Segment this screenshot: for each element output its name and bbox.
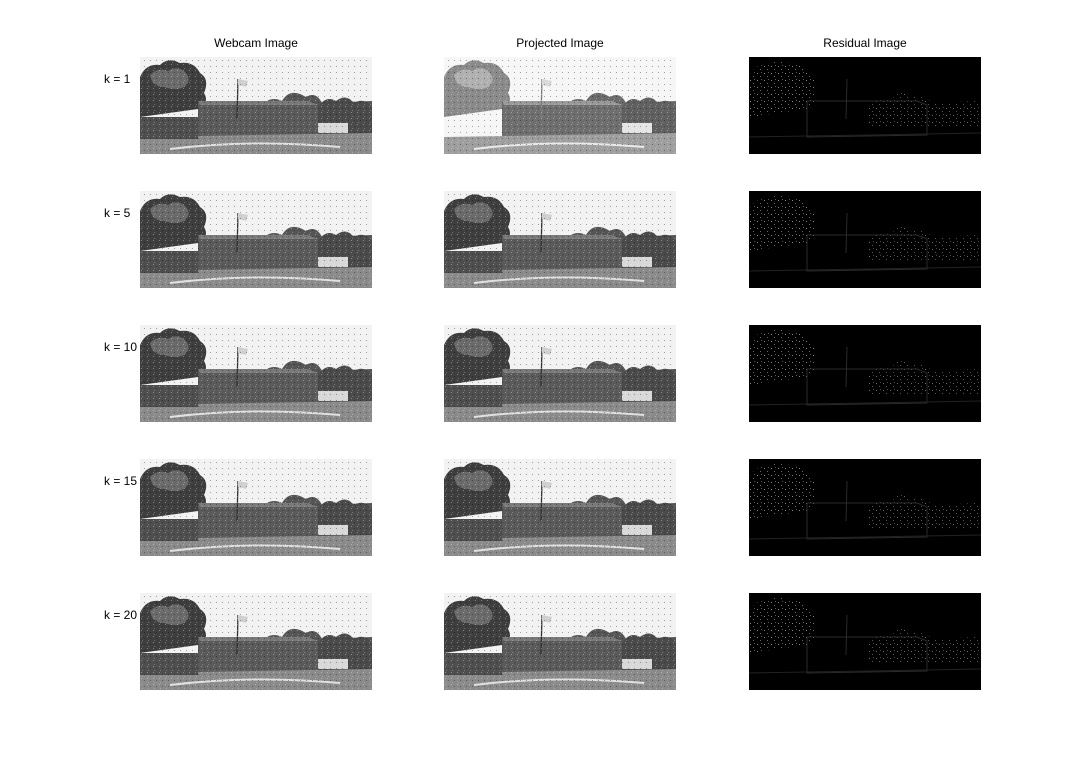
residual-image-k5 — [749, 191, 981, 288]
webcam-image-k1 — [140, 57, 372, 154]
column-title-residual: Residual Image — [823, 36, 907, 50]
webcam-image-k15 — [140, 459, 372, 556]
row-label-k10: k = 10 — [104, 340, 138, 354]
residual-image-k10 — [749, 325, 981, 422]
projected-image-k10 — [444, 325, 676, 422]
projected-image-k20 — [444, 593, 676, 690]
projected-image-k5 — [444, 191, 676, 288]
residual-image-k1 — [749, 57, 981, 154]
projected-image-k15 — [444, 459, 676, 556]
row-label-k1: k = 1 — [104, 72, 131, 86]
projected-image-k1 — [444, 57, 676, 154]
residual-image-k15 — [749, 459, 981, 556]
webcam-image-k20 — [140, 593, 372, 690]
webcam-image-k10 — [140, 325, 372, 422]
residual-image-k20 — [749, 593, 981, 690]
column-title-webcam: Webcam Image — [214, 36, 298, 50]
column-title-projected: Projected Image — [516, 36, 604, 50]
webcam-image-k5 — [140, 191, 372, 288]
row-label-k20: k = 20 — [104, 608, 138, 622]
row-label-k5: k = 5 — [104, 206, 131, 220]
row-label-k15: k = 15 — [104, 474, 138, 488]
